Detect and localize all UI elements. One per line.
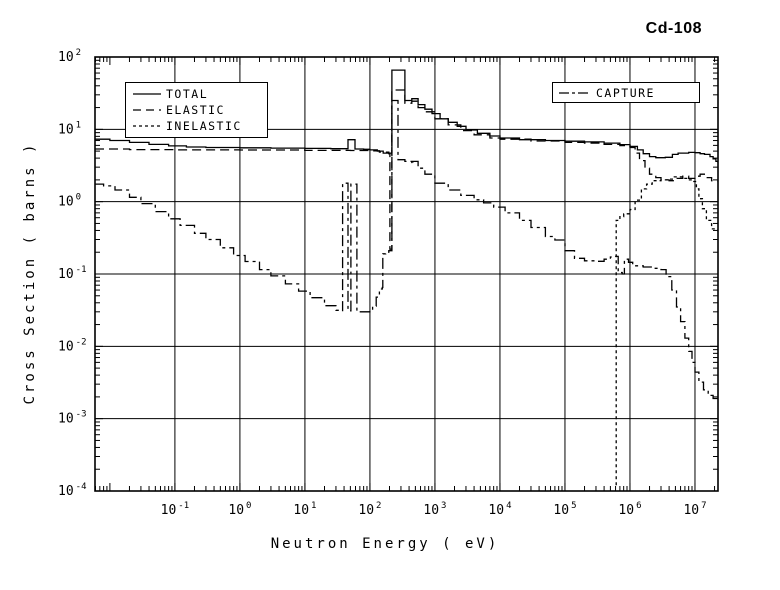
y-tick-label: 10 0 [58,193,81,210]
x-tick-label: 10 6 [618,501,641,518]
y-tick-label: 10 2 [58,48,81,65]
x-tick-label: 10 2 [358,501,381,518]
legend-main: TOTAL ELASTIC INELASTIC [125,82,268,138]
legend-item-total: TOTAL [132,86,267,102]
legend-item-inelastic: INELASTIC [132,118,267,134]
y-axis-title: Cross Section ( barns ) [22,141,38,405]
y-tick-label: 10 -2 [58,337,87,354]
total-line-sample-icon [133,93,161,95]
y-tick-label: 10 -3 [58,410,87,427]
legend-capture: CAPTURE [552,82,700,103]
x-tick-label: 10 1 [293,501,316,518]
x-tick-label: 10 7 [683,501,706,518]
x-tick-label: 10 5 [553,501,576,518]
y-tick-label: 10 -1 [58,265,87,282]
elastic-line-sample-icon [133,109,161,111]
plot-border [94,56,719,492]
curve-capture [95,99,718,400]
chart-title: Cd-108 [645,20,702,37]
legend-label-capture: CAPTURE [596,85,655,100]
y-tick-label: 10 1 [58,120,81,137]
capture-line-sample-icon [559,91,591,94]
legend-item-capture: CAPTURE [558,85,655,101]
x-tick-label: 10 4 [488,501,511,518]
inelastic-line-sample-icon [133,125,161,127]
curve-inelastic [615,176,718,486]
y-tick-label: 10 -4 [58,482,87,499]
x-tick-label: 10 -1 [161,501,190,518]
curve-elastic [95,89,718,250]
x-axis-title: Neutron Energy ( eV) [270,536,500,552]
legend-item-elastic: ELASTIC [132,102,267,118]
curve-total [95,69,718,163]
x-tick-label: 10 3 [423,501,446,518]
legend-label-total: TOTAL [166,87,209,101]
legend-label-inelastic: INELASTIC [166,119,242,133]
legend-label-elastic: ELASTIC [166,103,225,117]
x-tick-label: 10 0 [228,501,251,518]
